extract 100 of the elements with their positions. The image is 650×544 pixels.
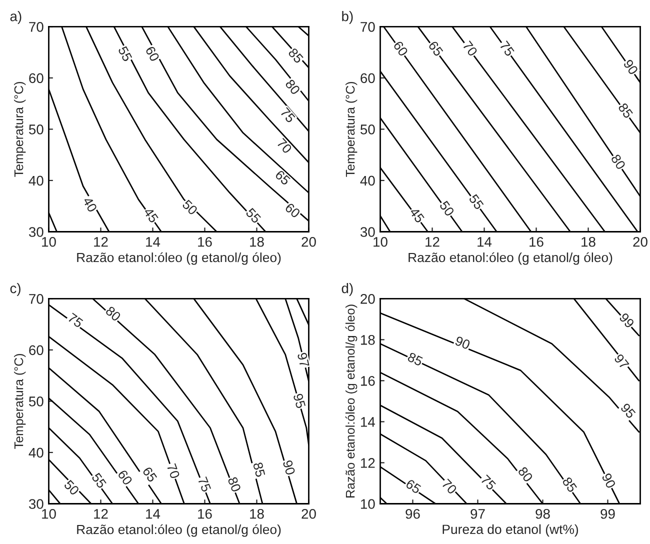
x-tick-label: 18 [250,508,264,519]
y-tick-label: 10 [361,499,375,509]
x-tick-label: 99 [600,508,615,519]
x-tick-label: 18 [250,236,264,247]
x-tick-label: 16 [198,508,212,519]
x-tick-label: 10 [42,508,56,519]
y-tick-label: 50 [28,396,44,406]
y-tick-label: 70 [29,22,44,32]
annotation: 85 [618,102,634,119]
x-tick-label: 20 [302,508,316,519]
x-tick-label: 20 [302,236,316,247]
annotation: 97 [297,352,310,368]
annotation: 75 [67,312,84,328]
annotation: 60 [392,40,408,57]
x-tick-label: 14 [146,509,160,519]
x-tick-label: 18 [582,236,596,247]
annotation: 65 [142,466,158,483]
y-tick-label: 30 [28,227,44,237]
annotation: 60 [145,46,160,62]
x-tick-label: 10 [42,236,56,247]
annotation: 85 [252,462,266,478]
annotation: 70 [441,478,458,495]
x-tick-label: 12 [94,236,108,247]
x-tick-label: 98 [536,508,550,519]
annotation: 60 [284,202,301,218]
y-tick-label: 30 [360,227,375,237]
y-tick-label: 60 [360,73,375,84]
y-tick-label: 16 [361,376,375,386]
x-tick-label: 12 [94,508,108,519]
annotation: 55 [91,472,107,489]
y-axis-title: Temperatura (°C) [346,82,358,177]
chart-title: d) [342,283,353,296]
x-tick-label: 20 [633,236,648,247]
annotation: 75 [499,40,515,57]
y-tick-label: 70 [29,294,44,304]
annotation: 80 [105,306,122,322]
annotation: 90 [454,336,471,350]
x-tick-label: 14 [478,237,492,247]
chart-title: a) [10,11,22,24]
x-axis-title: Razão etanol:óleo (g etanol/g óleo) [408,252,612,265]
annotation: 75 [280,107,296,124]
annotation: 90 [602,472,616,489]
annotation: 55 [245,208,262,224]
y-axis-title: Temperatura (°C) [14,82,26,177]
x-tick-label: 16 [198,236,212,247]
annotation: 75 [480,474,496,491]
x-tick-label: 14 [146,237,160,247]
x-tick-label: 16 [530,236,544,247]
y-tick-label: 14 [361,417,375,427]
annotation: 97 [614,353,630,370]
annotation: 85 [288,47,304,64]
annotation: 65 [428,40,444,57]
annotation: 90 [623,58,639,76]
annotation: 70 [276,138,292,154]
annotation: 55 [118,46,132,62]
x-axis-title: Razão etanol:óleo (g etanol/g óleo) [77,252,281,265]
annotation: 80 [610,154,626,170]
annotation: 75 [198,476,212,492]
y-tick-label: 50 [28,124,44,134]
annotation: 85 [407,352,424,366]
annotation: 50 [64,479,80,496]
y-tick-label: 60 [29,73,44,84]
y-tick-label: 30 [28,499,44,509]
annotation: 90 [282,460,296,476]
y-tick-label: 50 [360,124,375,134]
y-tick-label: 40 [28,176,44,186]
x-axis-title: Razão etanol:óleo (g etanol/g óleo) [77,524,281,537]
y-tick-label: 20 [360,294,375,304]
annotation: 65 [274,170,291,186]
annotation: 95 [620,402,636,419]
y-tick-label: 40 [360,176,375,186]
annotation: 80 [228,476,242,492]
y-axis-title: Razão etanol:óleo (g etanol/g óleo) [345,304,358,498]
annotation: 45 [409,206,425,224]
annotation: 65 [405,478,422,494]
x-tick-label: 96 [406,508,420,519]
y-tick-label: 40 [28,448,44,458]
x-axis-title: Pureza do etanol (wt%) [442,524,578,537]
annotation: 60 [117,469,133,486]
annotation: 80 [284,78,301,96]
annotation: 95 [293,393,306,409]
chart-title: c) [10,283,20,296]
annotation: 45 [143,206,159,224]
annotation: 50 [439,200,455,217]
annotation: 50 [182,199,198,216]
annotation: 85 [562,476,578,493]
annotation: 99 [618,312,635,329]
annotation: 70 [462,40,478,57]
annotation: 40 [82,196,98,213]
y-tick-label: 12 [361,458,375,468]
y-tick-label: 18 [361,335,375,345]
x-tick-label: 97 [470,508,485,519]
annotation: 70 [166,463,180,480]
y-axis-title: Temperatura (°C) [14,354,26,449]
chart-title: b) [342,11,353,24]
annotation: 55 [468,194,484,210]
annotation: 80 [518,466,534,483]
y-tick-label: 70 [360,22,375,32]
y-tick-label: 60 [29,345,44,356]
x-tick-label: 12 [426,236,440,247]
